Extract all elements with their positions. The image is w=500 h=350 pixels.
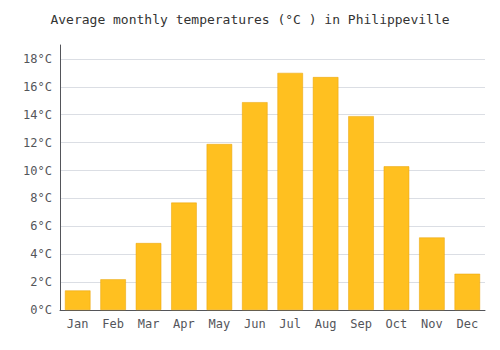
- svg-text:Mar: Mar: [138, 317, 160, 331]
- svg-text:18°C: 18°C: [23, 52, 52, 66]
- svg-text:6°C: 6°C: [30, 219, 52, 233]
- svg-text:Oct: Oct: [386, 317, 408, 331]
- svg-text:8°C: 8°C: [30, 191, 52, 205]
- svg-text:Jan: Jan: [67, 317, 89, 331]
- svg-text:14°C: 14°C: [23, 108, 52, 122]
- svg-text:Jul: Jul: [279, 317, 301, 331]
- svg-text:10°C: 10°C: [23, 164, 52, 178]
- svg-text:4°C: 4°C: [30, 247, 52, 261]
- svg-text:Dec: Dec: [456, 317, 478, 331]
- svg-text:Feb: Feb: [102, 317, 124, 331]
- svg-text:16°C: 16°C: [23, 80, 52, 94]
- svg-text:Sep: Sep: [350, 317, 372, 331]
- svg-text:Apr: Apr: [173, 317, 195, 331]
- svg-text:Nov: Nov: [421, 317, 443, 331]
- svg-text:12°C: 12°C: [23, 136, 52, 150]
- svg-text:May: May: [209, 317, 231, 331]
- svg-text:0°C: 0°C: [30, 303, 52, 317]
- svg-text:Jun: Jun: [244, 317, 266, 331]
- svg-text:Average monthly temperatures (: Average monthly temperatures (°C ) in Ph…: [50, 12, 449, 27]
- svg-text:2°C: 2°C: [30, 275, 52, 289]
- svg-text:Aug: Aug: [315, 317, 337, 331]
